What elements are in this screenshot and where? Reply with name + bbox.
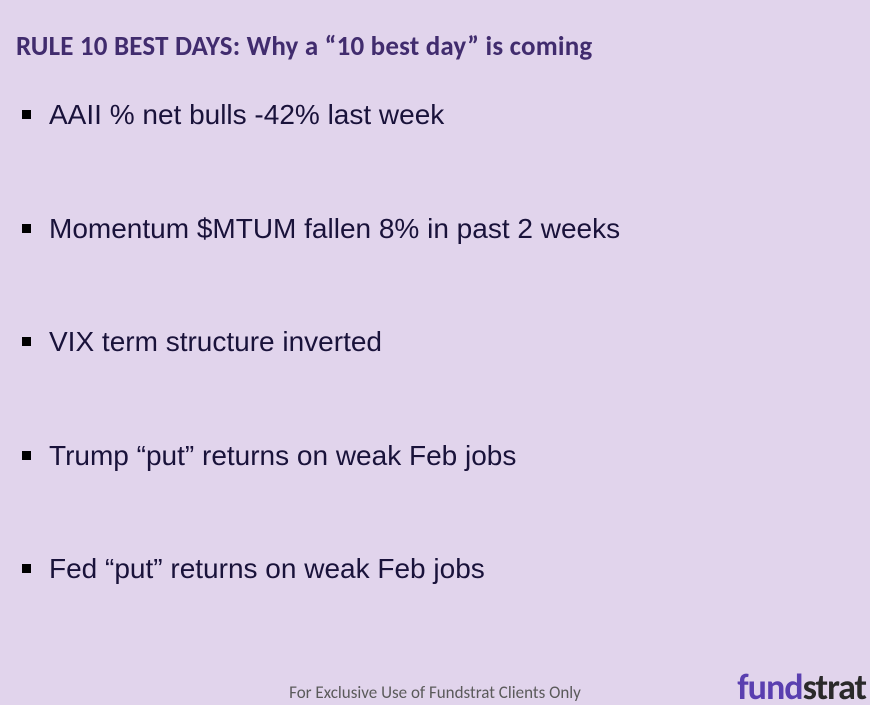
list-item: VIX term structure inverted [22, 325, 842, 359]
square-bullet-icon [22, 451, 31, 460]
list-item: Momentum $MTUM fallen 8% in past 2 weeks [22, 212, 842, 246]
bullet-text: VIX term structure inverted [49, 325, 382, 359]
logo-part-fund: fund [737, 665, 802, 705]
bullet-text: Trump “put” returns on weak Feb jobs [49, 439, 516, 473]
bullet-text: Fed “put” returns on weak Feb jobs [49, 552, 485, 586]
square-bullet-icon [22, 337, 31, 346]
bullet-list: AAII % net bulls -42% last week Momentum… [22, 98, 842, 666]
list-item: AAII % net bulls -42% last week [22, 98, 842, 132]
bullet-text: AAII % net bulls -42% last week [49, 98, 444, 132]
bullet-text: Momentum $MTUM fallen 8% in past 2 weeks [49, 212, 620, 246]
logo-part-strat: strat [803, 665, 866, 705]
square-bullet-icon [22, 224, 31, 233]
square-bullet-icon [22, 564, 31, 573]
list-item: Trump “put” returns on weak Feb jobs [22, 439, 842, 473]
fundstrat-logo: fundstrat [737, 669, 866, 705]
list-item: Fed “put” returns on weak Feb jobs [22, 552, 842, 586]
slide-title: RULE 10 BEST DAYS: Why a “10 best day” i… [16, 30, 592, 63]
square-bullet-icon [22, 110, 31, 119]
